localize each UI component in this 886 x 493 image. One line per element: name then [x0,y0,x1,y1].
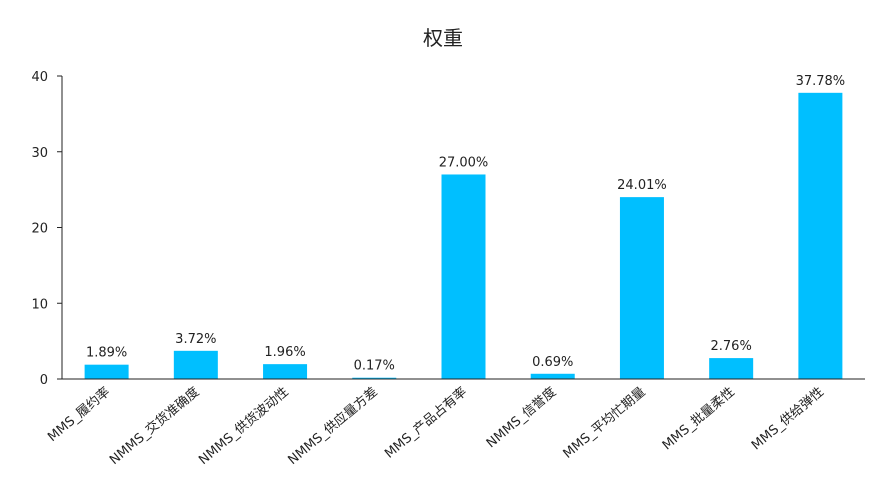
y-tick-label: 30 [31,146,48,161]
x-tick-label: NMMS_供货波动性 [196,384,292,468]
bar [173,350,218,379]
data-label: 2.76% [711,339,752,354]
data-label: 1.96% [264,345,305,360]
data-label: 24.01% [617,178,667,193]
x-tick-label: MMS_产品占有率 [382,384,471,462]
data-label: 3.72% [175,332,216,347]
bar [619,197,664,379]
x-tick-label: NMMS_供应量方差 [285,384,381,468]
bar [352,377,397,379]
x-tick-label: MMS_平均忙期量 [561,385,649,462]
data-label: 0.69% [532,355,573,370]
x-tick-label: NMMS_交货准确度 [106,384,202,468]
bar [441,174,486,379]
y-tick-label: 20 [31,222,48,237]
bar [709,358,754,379]
data-label: 37.78% [796,74,846,89]
data-label: 0.17% [354,359,395,374]
bar [263,364,308,379]
chart-title: 权重 [423,26,463,50]
bar [798,92,843,379]
y-tick-label: 40 [31,70,48,85]
data-label: 1.89% [86,346,127,361]
x-tick-label: MMS_批量柔性 [660,385,738,454]
y-tick-label: 0 [40,373,48,388]
bar [84,364,129,379]
x-tick-label: NMMS_信誉度 [483,384,559,451]
y-tick-label: 10 [31,297,48,312]
x-tick-label: MMS_履约率 [45,384,114,445]
data-label: 27.00% [439,155,489,170]
bar [530,373,575,379]
x-tick-label: MMS_供给弹性 [749,385,827,454]
